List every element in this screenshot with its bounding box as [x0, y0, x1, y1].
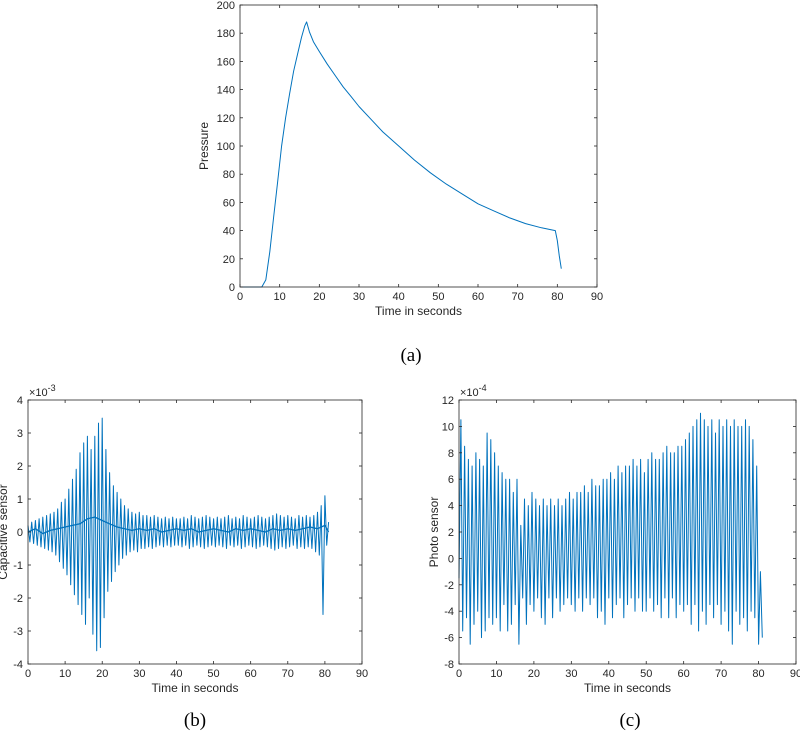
y-tick-label: 0	[229, 282, 235, 294]
y-axis-label: Pressure	[197, 122, 211, 170]
x-tick-label: 40	[603, 668, 615, 680]
x-tick-label: 80	[319, 668, 331, 680]
x-tick-label: 80	[752, 668, 764, 680]
y-tick-label: 20	[223, 254, 235, 266]
y-tick-label: 0	[17, 527, 23, 539]
chart-panel-a: 0 10 20 30 40 50 60 70 80 90 0 20 40 60 80 100 120 140 160…	[197, 0, 603, 318]
x-axis-label: Time in seconds	[152, 681, 239, 695]
y-tick-label: -3	[13, 626, 23, 638]
x-tick-label: 10	[274, 291, 286, 303]
caption-b: (b)	[184, 710, 206, 731]
x-tick-label: 70	[512, 291, 524, 303]
y-tick-label: 140	[217, 85, 235, 97]
x-tick-label: 60	[678, 668, 690, 680]
y-tick-label: 200	[217, 0, 235, 12]
axis-exponent-label: ×10-4	[460, 383, 487, 399]
x-tick-label: 70	[715, 668, 727, 680]
y-tick-label: 0	[448, 553, 454, 565]
x-tick-label: 70	[282, 668, 294, 680]
x-axis-label: Time in seconds	[375, 304, 462, 318]
x-tick-label: 30	[133, 668, 145, 680]
y-tick-label: 3	[17, 428, 23, 440]
y-tick-label: -1	[13, 560, 23, 572]
x-tick-label: 30	[565, 668, 577, 680]
x-tick-label: 0	[237, 291, 243, 303]
x-axis-label: Time in seconds	[584, 681, 671, 695]
y-tick-label: 12	[442, 395, 454, 407]
x-tick-label: 50	[207, 668, 219, 680]
y-tick-label: -6	[444, 633, 454, 645]
y-tick-label: -2	[444, 580, 454, 592]
x-tick-label: 90	[591, 291, 603, 303]
x-tick-label: 20	[528, 668, 540, 680]
axis-exponent-power: -3	[48, 383, 56, 393]
axis-exponent-label: ×10-3	[29, 383, 56, 399]
x-tick-label: 60	[245, 668, 257, 680]
y-tick-label: -4	[13, 659, 23, 671]
x-tick-label: 60	[472, 291, 484, 303]
y-tick-label: 1	[17, 494, 23, 506]
series-line-a-0	[240, 21, 562, 288]
series-line-b-0	[27, 417, 330, 652]
x-tick-label: 20	[96, 668, 108, 680]
y-tick-label: 2	[17, 461, 23, 473]
y-axis-label: Photo sensor	[427, 497, 441, 568]
y-tick-label: 100	[217, 141, 235, 153]
x-tick-label: 40	[393, 291, 405, 303]
y-tick-label: 40	[223, 226, 235, 238]
x-tick-label: 30	[353, 291, 365, 303]
y-axis-label: Capacitive sensor	[0, 484, 10, 579]
x-tick-label: 50	[640, 668, 652, 680]
series-line-b-1	[27, 516, 330, 535]
y-tick-label: 10	[442, 421, 454, 433]
y-tick-label: 4	[17, 395, 23, 407]
y-tick-label: 180	[217, 28, 235, 40]
x-tick-label: 40	[170, 668, 182, 680]
y-tick-label: 120	[217, 113, 235, 125]
axes-box-b	[27, 399, 363, 665]
caption-a: (a)	[400, 345, 421, 366]
chart-panel-b: 0 10 20 30 40 50 60 70 80 90 -4 -3 -2 -1 0 1 2 3 4 Time in …	[0, 383, 368, 695]
x-tick-label: 10	[490, 668, 502, 680]
caption-c: (c)	[619, 710, 640, 731]
x-tick-label: 50	[432, 291, 444, 303]
y-tick-label: 4	[448, 501, 454, 513]
y-tick-label: 60	[223, 197, 235, 209]
y-tick-label: -2	[13, 593, 23, 605]
x-tick-label: 90	[356, 668, 368, 680]
y-tick-label: -8	[444, 659, 454, 671]
y-tick-label: -4	[444, 606, 454, 618]
x-tick-label: 20	[313, 291, 325, 303]
y-tick-label: 160	[217, 56, 235, 68]
x-tick-label: 0	[456, 668, 462, 680]
axes-box-a	[239, 4, 598, 288]
x-tick-label: 10	[59, 668, 71, 680]
x-tick-label: 80	[551, 291, 563, 303]
series-line-c-0	[458, 412, 763, 645]
axis-exponent-power: -4	[479, 383, 487, 393]
x-tick-label: 0	[25, 668, 31, 680]
x-tick-label: 90	[790, 668, 800, 680]
y-tick-label: 2	[448, 527, 454, 539]
chart-panel-c: 0 10 20 30 40 50 60 70 80 90 -8 -6 -4 -2 0 2 4 6 8 10 12 Time…	[427, 383, 800, 695]
y-tick-label: 80	[223, 169, 235, 181]
y-tick-label: 8	[448, 448, 454, 460]
y-tick-label: 6	[448, 474, 454, 486]
